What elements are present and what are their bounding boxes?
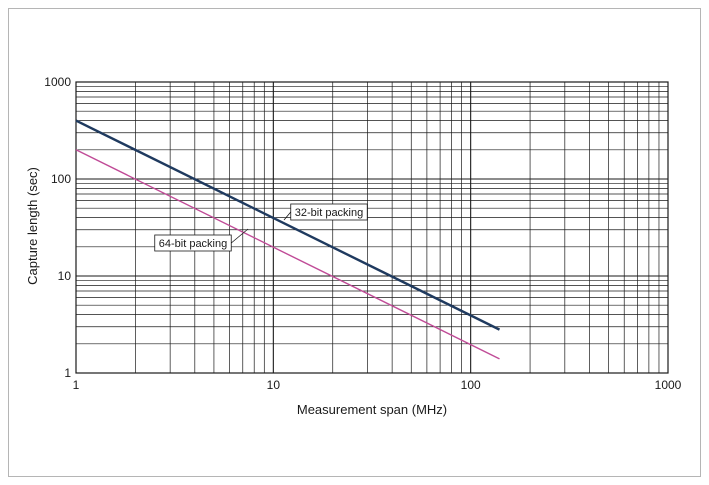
x-tick-label: 100 [461, 378, 481, 392]
grid-major [76, 82, 668, 373]
x-axis-title: Measurement span (MHz) [297, 402, 447, 417]
series-line-64-bit [75, 149, 500, 360]
x-tick-label: 1 [73, 378, 80, 392]
y-tick-label: 10 [58, 269, 72, 283]
x-tick-label: 1000 [655, 378, 682, 392]
callout-64-bit: 64-bit packing [154, 228, 249, 252]
y-tick-label: 1000 [44, 75, 71, 89]
plot-area-border [75, 81, 669, 374]
callout-32-bit: 32-bit packing [283, 203, 368, 221]
y-tick-label: 1 [64, 366, 71, 380]
x-tick-label: 10 [267, 378, 281, 392]
series-label-32-bit: 32-bit packing [295, 207, 364, 219]
series-label-64-bit: 64-bit packing [159, 238, 228, 250]
callout-leader [283, 211, 292, 221]
y-axis-title: Capture length (sec) [25, 167, 40, 285]
callout-box [290, 203, 368, 221]
y-tick-label: 100 [51, 172, 71, 186]
y-axis-tick-labels: 1 10 100 1000 [44, 75, 71, 380]
callout-leader [230, 228, 249, 244]
series-line-32-bit [75, 119, 501, 331]
grid-minor [76, 82, 668, 373]
callout-box [154, 234, 232, 252]
x-axis-tick-labels: 1 10 100 1000 [73, 378, 682, 392]
